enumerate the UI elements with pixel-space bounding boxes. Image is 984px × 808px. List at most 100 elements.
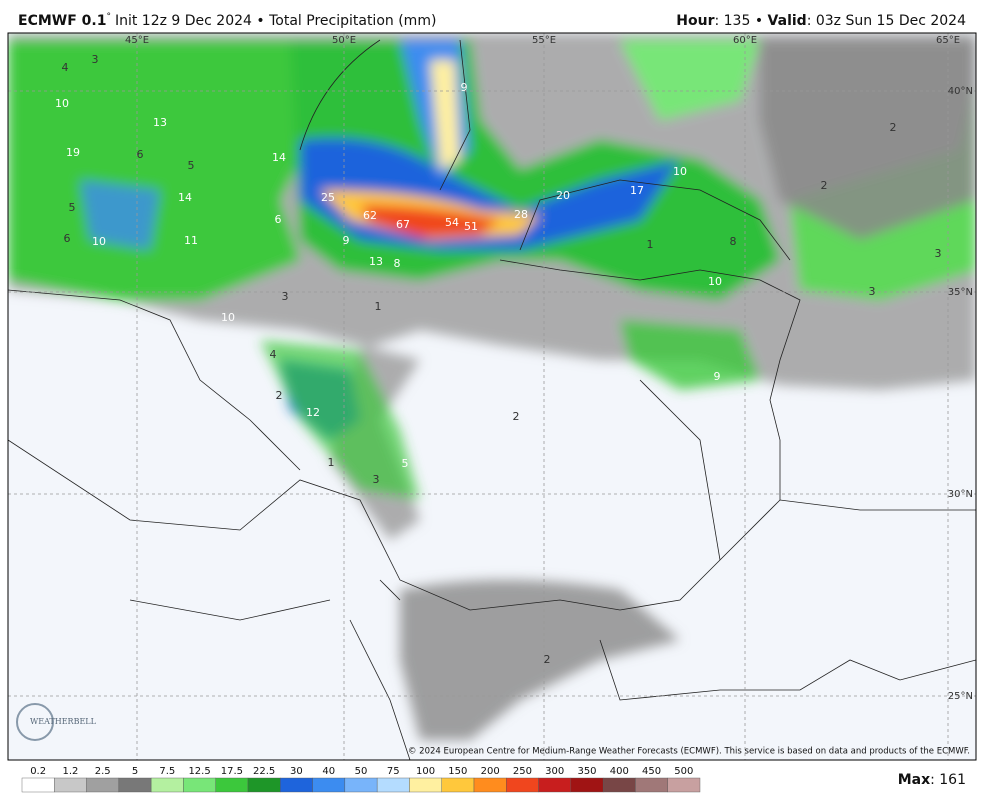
colorbar-tick-label: 12.5 [188, 766, 210, 777]
colorbar-tick-label: 2.5 [95, 766, 111, 777]
precip-label: 9 [461, 81, 468, 94]
precip-label: 3 [92, 53, 99, 66]
precip-label: 5 [402, 457, 409, 470]
colorbar-tick-label: 150 [448, 766, 467, 777]
precip-label: 62 [363, 209, 377, 222]
precip-label: 1 [647, 238, 654, 251]
max-label: Max [898, 772, 930, 788]
colorbar-tick-label: 5 [132, 766, 138, 777]
colorbar-tick-label: 17.5 [221, 766, 243, 777]
precip-label: 67 [396, 218, 410, 231]
colorbar-tick-label: 50 [355, 766, 368, 777]
precip-label: 6 [64, 232, 71, 245]
precip-label: 8 [394, 257, 401, 270]
colorbar-tick-label: 22.5 [253, 766, 275, 777]
colorbar-swatch [215, 777, 249, 793]
degree: ° [106, 12, 111, 22]
hour: : 135 [714, 13, 750, 29]
precip-label: 10 [55, 97, 69, 110]
latitude-labels: 40°N 35°N 30°N 25°N [948, 86, 973, 702]
lon-label: 55°E [532, 35, 556, 46]
precip-label: 2 [513, 410, 520, 423]
colorbar-swatch [21, 777, 55, 793]
precip-label: 3 [869, 285, 876, 298]
colorbar-swatch [409, 777, 442, 793]
precip-field [8, 33, 976, 740]
colorbar-swatch [538, 777, 572, 793]
colorbar-tick-label: 0.2 [30, 766, 46, 777]
colorbar-tick-label: 500 [674, 766, 693, 777]
colorbar-swatch [473, 777, 507, 793]
lon-label: 60°E [733, 35, 757, 46]
precip-label: 1 [375, 300, 382, 313]
precip-label: 28 [514, 208, 528, 221]
colorbar-swatch [602, 777, 636, 793]
borders [8, 39, 976, 760]
precip-label: 1 [328, 456, 335, 469]
precip-label: 5 [188, 159, 195, 172]
precip-label: 19 [66, 146, 80, 159]
colorbar-tick-label: 75 [387, 766, 400, 777]
precip-label: 2 [276, 389, 283, 402]
precip-label: 12 [306, 406, 320, 419]
colorbar-tick-label: 40 [322, 766, 335, 777]
colorbar-swatch [247, 777, 281, 793]
colorbar-tick-label: 350 [577, 766, 596, 777]
logo-text: WEATHERBELL [30, 717, 97, 726]
lon-label: 65°E [936, 35, 960, 46]
max: Max: 161 [898, 772, 966, 788]
lon-label: 50°E [332, 35, 356, 46]
precip-label: 51 [464, 220, 478, 233]
lat-label: 25°N [948, 691, 973, 702]
colorbar-swatch [280, 777, 313, 793]
map: 45°E 50°E 55°E 60°E 65°E 40°N 35°N 30°N … [8, 33, 976, 760]
precip-label: 13 [369, 255, 383, 268]
separator: • [755, 13, 763, 29]
logo: WEATHERBELL [16, 703, 97, 741]
colorbar-swatch [183, 777, 216, 793]
colorbar-tick-label: 250 [513, 766, 532, 777]
hour-label: Hour [676, 13, 714, 29]
colorbar-swatch [667, 777, 701, 793]
colorbar-tick-label: 200 [481, 766, 500, 777]
precip-label: 17 [630, 184, 644, 197]
precip-label: 9 [714, 370, 721, 383]
precip-label: 6 [275, 213, 282, 226]
model: ECMWF 0.1 [18, 13, 106, 29]
graticule [8, 33, 976, 760]
precip-label: 8 [730, 235, 737, 248]
colorbar-tick-label: 300 [545, 766, 564, 777]
precip-label: 6 [137, 148, 144, 161]
max-value: : 161 [930, 772, 966, 788]
precip-label: 4 [62, 61, 69, 74]
precip-label: 14 [178, 191, 192, 204]
colorbar-swatch [376, 777, 410, 793]
valid-label: Valid [768, 13, 807, 29]
precip-label: 14 [272, 151, 286, 164]
header-title: ECMWF 0.1° Init 12z 9 Dec 2024 • Total Pr… [18, 12, 436, 30]
precip-label: 20 [556, 189, 570, 202]
product: Total Precipitation (mm) [268, 13, 436, 29]
lat-label: 35°N [948, 287, 973, 298]
precip-label: 2 [890, 121, 897, 134]
lat-label: 40°N [948, 86, 973, 97]
precip-label: 10 [673, 165, 687, 178]
precip-label: 10 [92, 235, 106, 248]
precip-label: 3 [373, 473, 380, 486]
precip-label: 9 [343, 234, 350, 247]
colorbar: 0.2 1.2 2.5 5 7.5 12.5 17.5 22.5 30 40 50 75 100 150 2… [21, 766, 701, 793]
precip-label: 2 [544, 653, 551, 666]
init: Init 12z 9 Dec 2024 [115, 13, 252, 29]
precip-label: 11 [184, 234, 198, 247]
precip-label: 54 [445, 216, 459, 229]
longitude-labels: 45°E 50°E 55°E 60°E 65°E [125, 35, 960, 46]
precip-label: 13 [153, 116, 167, 129]
colorbar-swatch [344, 777, 378, 793]
colorbar-tick-label: 7.5 [159, 766, 175, 777]
colorbar-tick-label: 100 [416, 766, 435, 777]
precip-label: 25 [321, 191, 335, 204]
lat-label: 30°N [948, 489, 973, 500]
